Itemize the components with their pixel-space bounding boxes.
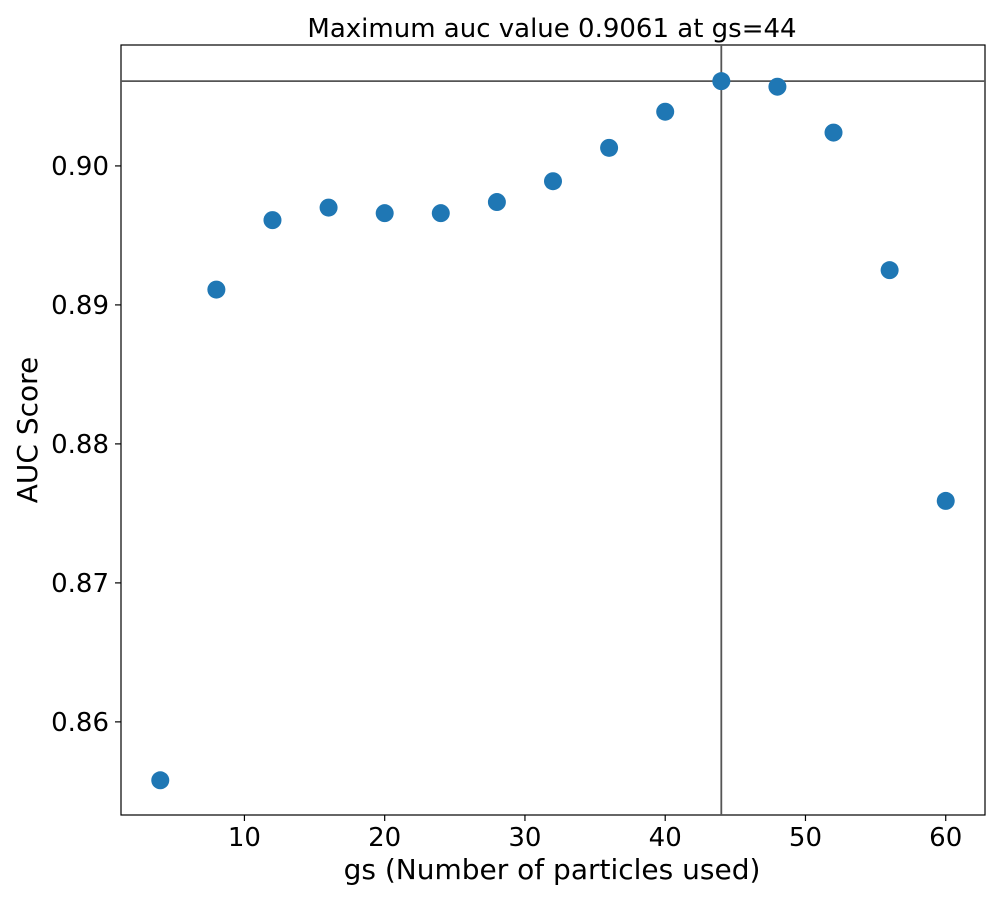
data-point [263,211,282,230]
x-axis-label: gs (Number of particles used) [344,853,761,886]
y-tick-label: 0.89 [51,291,109,321]
data-point [207,280,226,299]
data-point [936,491,955,510]
data-point [375,204,394,223]
x-tick-label: 10 [228,823,261,853]
data-point [768,77,787,96]
data-point [151,771,170,790]
data-point [712,72,731,91]
y-tick-label: 0.86 [51,708,109,738]
data-point [880,261,899,280]
x-tick-label: 20 [368,823,401,853]
y-axis-label: AUC Score [11,357,44,504]
data-point [656,102,675,121]
plot-frame [120,44,986,816]
y-tick-label: 0.88 [51,430,109,460]
data-point [319,198,338,217]
x-tick-label: 40 [649,823,682,853]
data-point [824,123,843,142]
data-point [600,138,619,157]
chart-title: Maximum auc value 0.9061 at gs=44 [307,14,796,44]
x-tick-label: 50 [789,823,822,853]
x-tick-label: 60 [929,823,962,853]
y-tick-label: 0.87 [51,569,109,599]
data-point [431,204,450,223]
x-tick-label: 30 [508,823,541,853]
y-tick-label: 0.90 [51,152,109,182]
data-point [487,193,506,212]
data-point [544,172,562,191]
